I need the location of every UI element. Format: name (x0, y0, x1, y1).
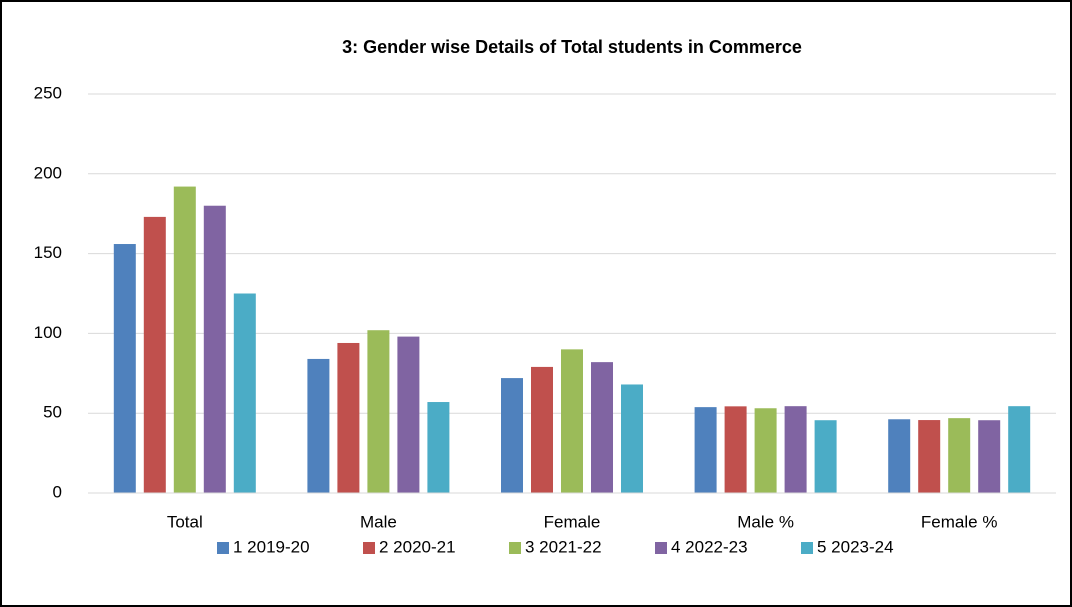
y-tick-label: 200 (34, 163, 62, 182)
x-tick-label: Female (544, 512, 601, 531)
bar (754, 408, 777, 493)
legend-swatch (801, 542, 813, 554)
bar (694, 407, 717, 493)
bar (724, 406, 747, 493)
legend-swatch (509, 542, 521, 554)
legend-swatch (217, 542, 229, 554)
bar (307, 358, 330, 493)
legend-label: 4 2022-23 (671, 537, 748, 556)
bar (531, 366, 553, 493)
bar (621, 384, 643, 493)
bar (948, 418, 971, 493)
bar (233, 293, 256, 493)
bar (427, 402, 450, 493)
y-tick-label: 250 (34, 83, 62, 102)
y-tick-label: 50 (43, 403, 62, 422)
bar (143, 216, 166, 493)
y-tick-label: 150 (34, 243, 62, 262)
bar (113, 244, 136, 493)
bar (203, 205, 226, 493)
bar (918, 420, 941, 493)
legend-label: 1 2019-20 (233, 537, 310, 556)
chart-title: 3: Gender wise Details of Total students… (342, 37, 802, 57)
legend-label: 3 2021-22 (525, 537, 602, 556)
bar (367, 330, 390, 493)
y-tick-label: 0 (53, 482, 62, 501)
legend-swatch (363, 542, 375, 554)
bar (501, 378, 523, 493)
x-tick-label: Male (360, 512, 397, 531)
legend-label: 5 2023-24 (817, 537, 894, 556)
bar (397, 336, 420, 493)
bar (173, 186, 196, 493)
bar (784, 406, 807, 493)
bar (888, 419, 911, 493)
legend-label: 2 2020-21 (379, 537, 456, 556)
x-tick-label: Female % (921, 512, 998, 531)
y-tick-label: 100 (34, 323, 62, 342)
legend-swatch (655, 542, 667, 554)
x-tick-label: Total (167, 512, 203, 531)
bar (561, 349, 583, 493)
bar (337, 342, 360, 493)
bar (978, 420, 1001, 493)
x-tick-label: Male % (737, 512, 794, 531)
bar (814, 420, 837, 493)
bar (591, 362, 613, 493)
bar (1008, 406, 1031, 493)
